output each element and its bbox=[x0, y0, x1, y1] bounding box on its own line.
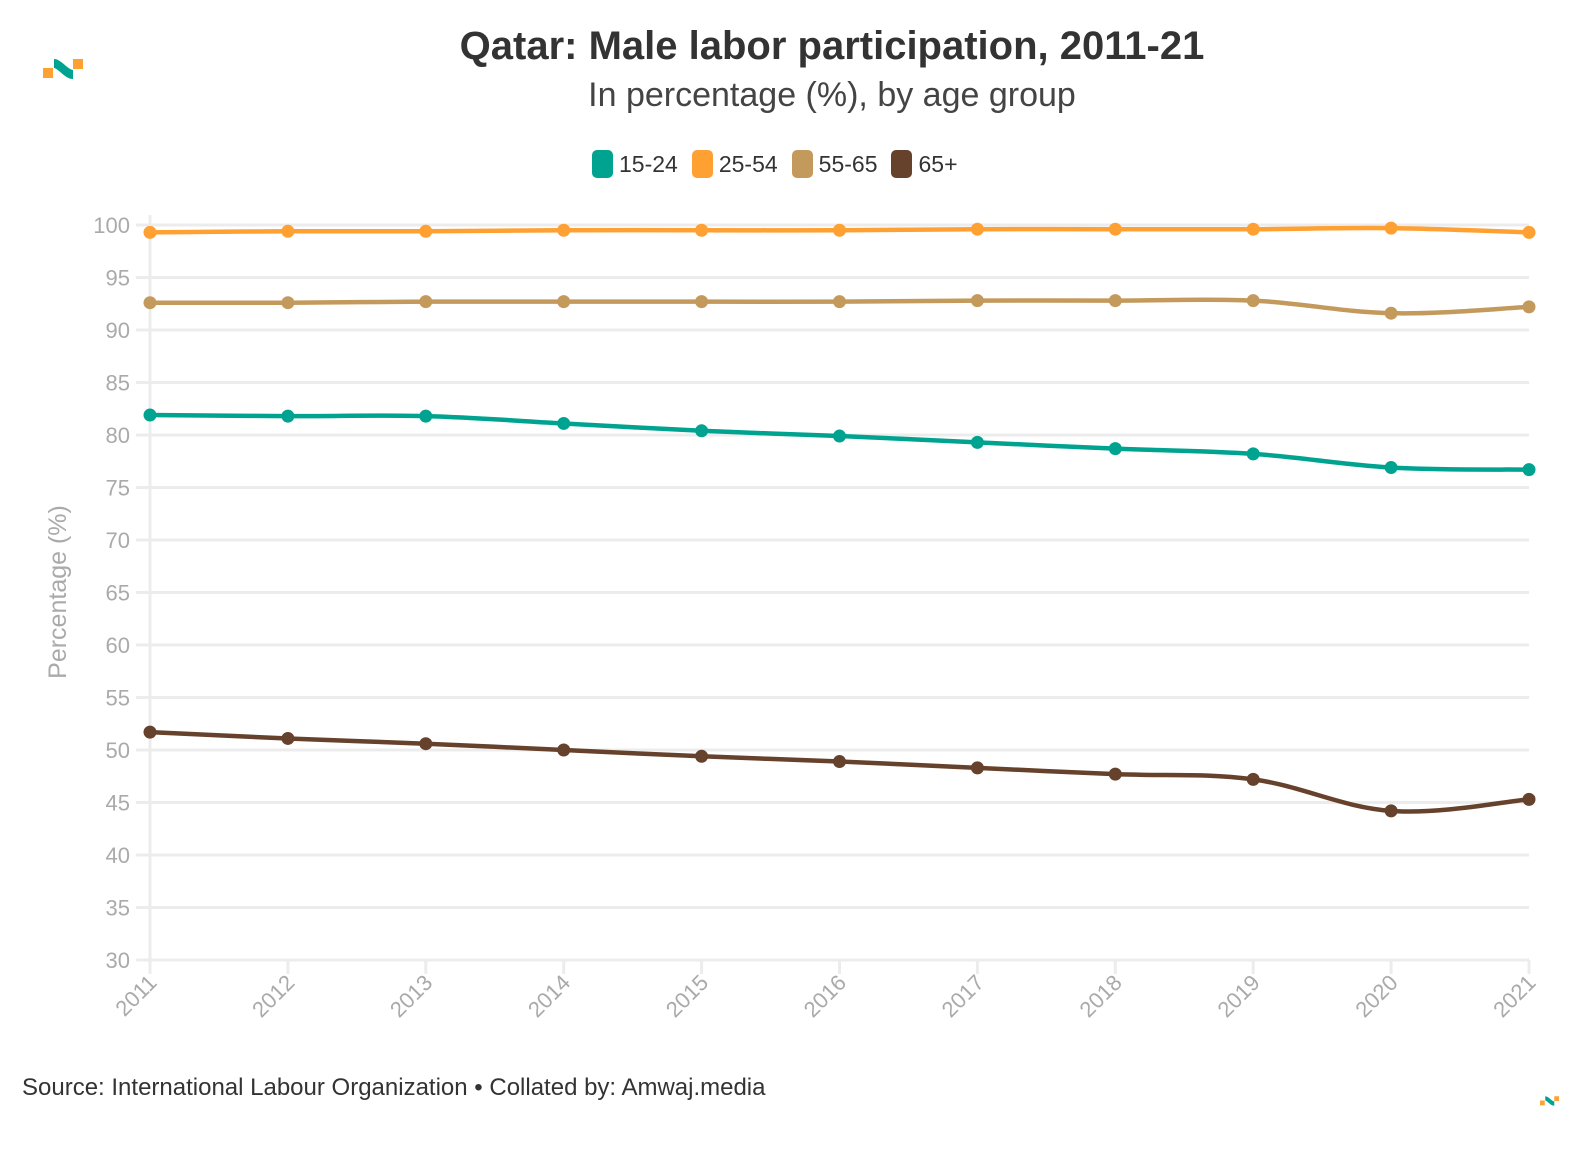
y-tick-label: 60 bbox=[106, 633, 130, 658]
data-point-65+-2016 bbox=[833, 755, 846, 769]
legend-item-15-24[interactable]: 15-24 bbox=[592, 150, 678, 178]
y-axis-ticks: 30 35 40 45 50 55 60 65 70 75 80 85 90 95 100 bbox=[93, 213, 130, 973]
x-tick-label: 2015 bbox=[661, 970, 713, 1022]
amwaj-logo-icon bbox=[43, 59, 83, 79]
y-tick-label: 45 bbox=[106, 791, 130, 816]
y-tick-label: 100 bbox=[93, 213, 130, 238]
legend-swatch bbox=[891, 150, 913, 178]
data-point-55-65-2014 bbox=[557, 295, 571, 309]
data-point-15-24-2016 bbox=[833, 429, 846, 443]
data-point-55-65-2015 bbox=[695, 295, 709, 309]
x-tick-label: 2012 bbox=[247, 970, 299, 1022]
data-point-65+-2014 bbox=[557, 743, 571, 757]
legend-swatch bbox=[791, 150, 813, 178]
x-tick-label: 2019 bbox=[1212, 970, 1264, 1022]
data-point-25-54-2013 bbox=[419, 224, 433, 238]
series-line-65+ bbox=[149, 729, 1530, 814]
chart-title: Qatar: Male labor participation, 2011-21 bbox=[459, 24, 1205, 68]
legend-item-55-65[interactable]: 55-65 bbox=[791, 150, 878, 178]
series-points bbox=[143, 221, 1536, 818]
data-point-65+-2019 bbox=[1246, 772, 1260, 786]
data-point-25-54-2012 bbox=[281, 224, 295, 238]
legend: 15-24 25-54 55-65 65+ bbox=[592, 150, 958, 178]
data-point-15-24-2018 bbox=[1108, 442, 1122, 456]
y-tick-label: 90 bbox=[106, 318, 130, 343]
legend-label: 65+ bbox=[918, 150, 958, 177]
x-tick-label: 2014 bbox=[523, 970, 575, 1022]
data-point-15-24-2013 bbox=[419, 409, 433, 423]
data-point-65+-2018 bbox=[1108, 767, 1122, 781]
data-point-25-54-2016 bbox=[833, 223, 846, 237]
legend-label: 15-24 bbox=[619, 150, 678, 177]
legend-label: 25-54 bbox=[718, 150, 778, 177]
y-tick-label: 80 bbox=[106, 423, 130, 448]
y-tick-label: 65 bbox=[106, 581, 130, 606]
data-point-25-54-2020 bbox=[1384, 221, 1398, 235]
amwaj-logo-small-icon bbox=[1540, 1096, 1560, 1106]
data-point-55-65-2020 bbox=[1384, 306, 1398, 320]
data-point-25-54-2021 bbox=[1522, 225, 1536, 239]
source-credit: Source: International Labour Organizatio… bbox=[22, 1074, 766, 1101]
data-point-15-24-2014 bbox=[557, 416, 571, 430]
data-point-65+-2013 bbox=[419, 737, 433, 751]
legend-item-25-54[interactable]: 25-54 bbox=[691, 150, 778, 178]
y-tick-label: 70 bbox=[106, 528, 130, 553]
y-tick-label: 75 bbox=[106, 476, 130, 501]
x-tick-label: 2013 bbox=[385, 970, 437, 1022]
y-tick-label: 35 bbox=[106, 896, 130, 921]
data-point-55-65-2018 bbox=[1108, 294, 1122, 308]
data-point-15-24-2021 bbox=[1522, 463, 1536, 477]
legend-label: 55-65 bbox=[818, 150, 878, 177]
data-point-65+-2017 bbox=[970, 761, 984, 775]
series-lines bbox=[149, 225, 1530, 814]
legend-item-65-plus[interactable]: 65+ bbox=[891, 150, 958, 178]
data-point-55-65-2016 bbox=[833, 295, 846, 309]
data-point-65+-2021 bbox=[1522, 792, 1536, 806]
y-tick-label: 55 bbox=[106, 686, 130, 711]
x-tick-label: 2017 bbox=[937, 970, 989, 1022]
data-point-15-24-2012 bbox=[281, 409, 295, 423]
data-point-25-54-2018 bbox=[1108, 222, 1122, 236]
data-point-15-24-2020 bbox=[1384, 461, 1398, 475]
legend-swatch bbox=[592, 150, 613, 178]
data-point-55-65-2011 bbox=[143, 296, 157, 310]
x-tick-label: 2016 bbox=[799, 970, 851, 1022]
y-tick-label: 85 bbox=[106, 371, 130, 396]
data-point-25-54-2011 bbox=[143, 225, 157, 239]
data-point-65+-2012 bbox=[281, 731, 295, 745]
line-chart: 30 35 40 45 50 55 60 65 70 75 80 85 90 95 100 2011 2012… bbox=[44, 213, 1541, 1022]
gridlines bbox=[136, 215, 1531, 974]
x-tick-label: 2011 bbox=[110, 970, 161, 1021]
x-tick-label: 2020 bbox=[1350, 970, 1402, 1022]
legend-swatch bbox=[691, 150, 713, 178]
data-point-65+-2015 bbox=[695, 749, 709, 763]
x-tick-label: 2021 bbox=[1488, 970, 1540, 1022]
data-point-55-65-2017 bbox=[970, 294, 984, 308]
data-point-25-54-2015 bbox=[695, 223, 709, 237]
data-point-25-54-2014 bbox=[557, 223, 571, 237]
data-point-55-65-2021 bbox=[1522, 300, 1536, 314]
y-tick-label: 30 bbox=[106, 948, 130, 973]
x-tick-label: 2018 bbox=[1075, 970, 1127, 1022]
data-point-25-54-2019 bbox=[1246, 222, 1260, 236]
x-axis-ticks: 2011 2012 2013 2014 2015 2016 2017 2018 2019 2020… bbox=[110, 970, 1540, 1022]
chart-subtitle: In percentage (%), by age group bbox=[588, 76, 1076, 114]
y-tick-label: 40 bbox=[106, 843, 130, 868]
y-tick-label: 95 bbox=[106, 266, 130, 291]
data-point-55-65-2012 bbox=[281, 296, 295, 310]
data-point-15-24-2015 bbox=[695, 424, 709, 438]
data-point-15-24-2011 bbox=[143, 408, 157, 422]
data-point-15-24-2017 bbox=[970, 435, 984, 449]
data-point-65+-2020 bbox=[1384, 804, 1398, 818]
data-point-55-65-2013 bbox=[419, 295, 433, 309]
y-axis-label: Percentage (%) bbox=[44, 505, 72, 679]
data-point-55-65-2019 bbox=[1246, 294, 1260, 308]
data-point-65+-2011 bbox=[143, 725, 157, 739]
y-tick-label: 50 bbox=[106, 738, 130, 763]
data-point-15-24-2019 bbox=[1246, 447, 1260, 461]
data-point-25-54-2017 bbox=[970, 222, 984, 236]
